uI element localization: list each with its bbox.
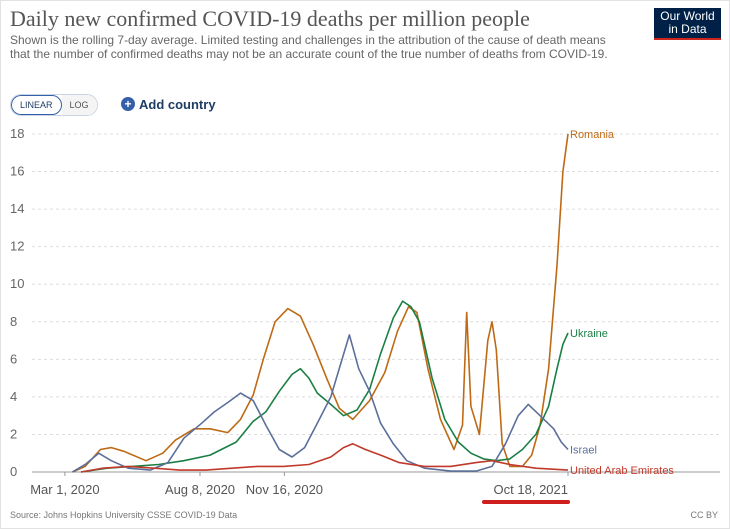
log-scale-button[interactable]: LOG (61, 95, 97, 115)
x-tick-label: Oct 18, 2021 (494, 482, 568, 497)
series-label-united-arab-emirates: United Arab Emirates (570, 465, 674, 477)
chart-subtitle: Shown is the rolling 7-day average. Limi… (10, 33, 608, 61)
linear-scale-button[interactable]: LINEAR (11, 95, 62, 115)
series-line-united-arab-emirates (80, 443, 569, 473)
x-tick-label: Mar 1, 2020 (30, 482, 99, 497)
series-line-israel (72, 334, 569, 473)
scale-toggle: LINEAR LOG (10, 94, 98, 116)
owid-logo[interactable]: Our World in Data (654, 8, 721, 40)
y-tick-label: 4 (10, 389, 17, 404)
plus-circle-icon: + (121, 97, 135, 111)
series-layer (72, 133, 569, 473)
y-tick-label: 10 (10, 276, 24, 291)
highlight-underline (482, 500, 570, 504)
logo-line-2: in Data (668, 22, 707, 36)
series-line-ukraine (80, 300, 569, 473)
line-chart: 0 2 4 6 8 10 12 14 16 18 Mar 1, 2020 Aug 8, 2020 Nov… (10, 126, 720, 504)
y-tick-label: 6 (10, 351, 17, 366)
y-tick-label: 8 (10, 314, 17, 329)
series-label-ukraine: Ukraine (570, 328, 608, 340)
y-tick-label: 18 (10, 126, 24, 141)
grid-layer (32, 133, 720, 476)
y-tick-label: 2 (10, 426, 17, 441)
series-label-romania: Romania (570, 129, 615, 141)
source-note: Source: Johns Hopkins University CSSE CO… (10, 510, 238, 520)
x-tick-label: Nov 16, 2020 (246, 482, 323, 497)
label-layer: 0 2 4 6 8 10 12 14 16 18 Mar 1, 2020 Aug 8, 2020 Nov… (10, 126, 674, 504)
y-tick-label: 16 (10, 164, 24, 179)
logo-accent-bar (654, 38, 721, 40)
y-tick-label: 12 (10, 239, 24, 254)
add-country-button[interactable]: + Add country (121, 94, 216, 114)
y-tick-label: 0 (10, 464, 17, 479)
series-line-romania (72, 133, 569, 473)
add-country-label: Add country (139, 96, 216, 112)
logo-line-1: Our World (660, 9, 715, 23)
license-link[interactable]: CC BY (690, 510, 718, 520)
series-label-israel: Israel (570, 444, 597, 456)
y-tick-label: 14 (10, 201, 24, 216)
x-tick-label: Aug 8, 2020 (165, 482, 235, 497)
chart-title: Daily new confirmed COVID-19 deaths per … (10, 6, 530, 31)
